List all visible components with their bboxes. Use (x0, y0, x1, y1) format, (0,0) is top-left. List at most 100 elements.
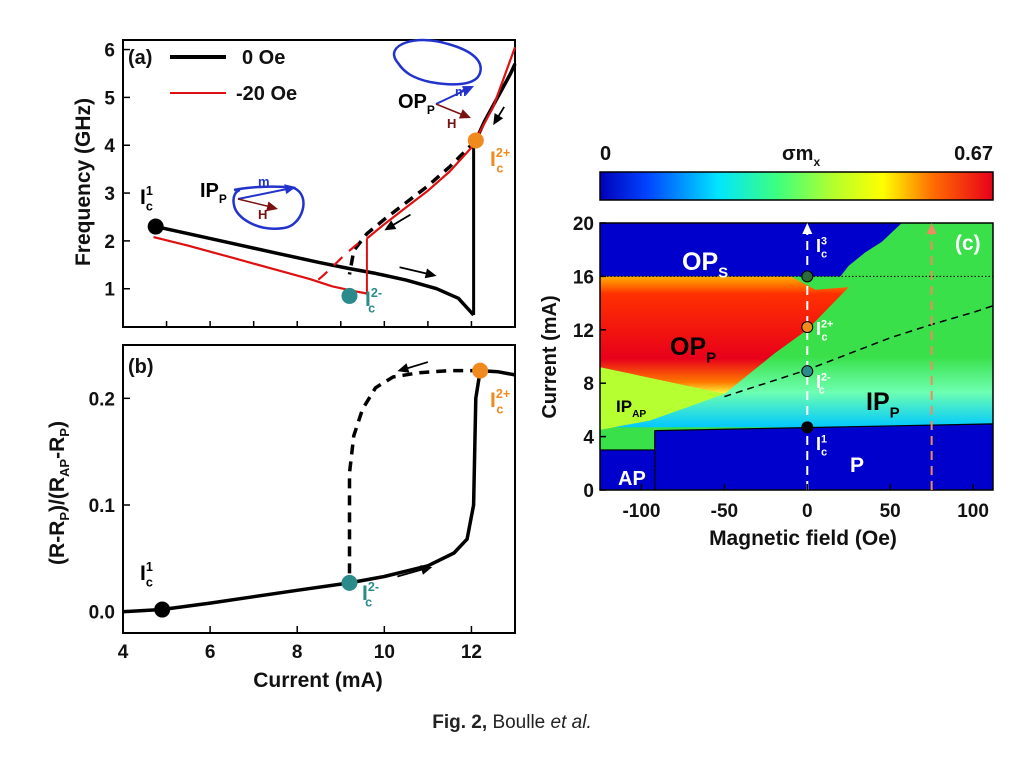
marker-label: I2+ c (490, 146, 510, 175)
direction-arrow-head (424, 268, 437, 279)
precession-orbit-icon (232, 185, 305, 230)
x-tick-label: 8 (292, 642, 303, 663)
x-tick-label: -100 (622, 501, 660, 522)
y-tick-label: 12 (573, 321, 594, 342)
colorbar-min-label: 0 (600, 143, 611, 165)
heatmap-op-p-region (600, 276, 849, 394)
series-line (366, 46, 517, 240)
field-arrow-head (266, 201, 278, 212)
inset-m-label: m (258, 174, 270, 189)
heatmap-ip-ap-region (600, 367, 725, 430)
critical-current-marker (341, 287, 358, 304)
y-tick-label: 8 (583, 374, 594, 395)
y-axis-label: (R-RP)/(RAP-RP) (46, 421, 72, 565)
y-tick-label: 5 (104, 88, 115, 109)
magnetization-vector-icon (237, 187, 293, 200)
critical-current-marker (467, 132, 484, 149)
panel-a-frequency-chart: 1 2 3 4 5 6 Frequency (GHz) 0 Oe -20 Oe (a) I1 c I2-… (72, 38, 517, 328)
marker-label: I1 c (816, 433, 827, 458)
y-axis-label: Current (mA) (539, 295, 561, 418)
caption-lead: Fig. 2, (432, 712, 488, 733)
x-tick-label: 0 (802, 501, 813, 522)
y-tick-label: 20 (573, 214, 594, 235)
marker-label: I2-c (362, 580, 379, 609)
y-tick-label: 0.0 (89, 603, 115, 624)
critical-current-marker (801, 365, 814, 378)
y-axis-label: Frequency (GHz) (72, 98, 95, 266)
critical-current-marker (147, 218, 164, 235)
series-line (155, 224, 475, 317)
panel-label: (c) (955, 232, 981, 255)
plot-frame (122, 39, 516, 328)
region-label-op-s: OPS (682, 248, 728, 282)
y-tick-label: 0 (583, 481, 594, 502)
marker-label: I2+ c (490, 387, 510, 416)
marker-label: I1 c (140, 184, 153, 213)
inset-h-label: H (258, 207, 267, 222)
series-line (122, 370, 482, 614)
direction-arrow-head (420, 565, 433, 575)
x-tick-label: 12 (461, 642, 482, 663)
marker-label: I3 c (816, 235, 827, 260)
colorbar-title: σmx (782, 143, 820, 169)
sweep-arrow-head (926, 223, 937, 234)
region-label-p: P (850, 454, 864, 477)
direction-arrow-head (493, 113, 504, 126)
heatmap-p-region (654, 423, 993, 490)
plot-frame (599, 222, 994, 491)
field-arrow-head (458, 109, 471, 119)
inset-m-label: m (455, 84, 467, 99)
critical-current-marker (472, 362, 489, 379)
marker-label: I2+ c (816, 318, 833, 343)
sweep-arrow-head (802, 223, 813, 234)
critical-current-marker (801, 270, 814, 283)
marker-label: I2-c (816, 371, 831, 396)
panel-c-phase-diagram: 0 0.67 σmx 0 4 8 12 16 20 -100 -50 0 50 100 Magnetic f… (539, 143, 994, 550)
direction-arrow-head (397, 363, 410, 373)
x-axis-label: Magnetic field (Oe) (709, 527, 897, 550)
x-tick-label: 50 (880, 501, 901, 522)
critical-current-marker (801, 321, 814, 334)
y-tick-label: 4 (104, 136, 115, 157)
inset-ip-label: IPP (200, 180, 227, 206)
caption-author: Boulle (492, 712, 546, 733)
direction-arrow-head (384, 220, 397, 231)
colorbar-max-label: 0.67 (954, 143, 993, 165)
precession-orbit-icon (392, 38, 482, 86)
x-tick-label: 10 (374, 642, 395, 663)
y-tick-label: 2 (104, 232, 115, 253)
series-line (347, 368, 481, 583)
legend-label: -20 Oe (236, 83, 297, 105)
heatmap-op-s-region (600, 223, 902, 277)
inset-h-label: H (447, 116, 456, 131)
panel-label: (a) (128, 47, 152, 69)
y-tick-label: 3 (104, 184, 115, 205)
region-label-ap: AP (618, 468, 646, 490)
heatmap-ap-region (600, 449, 655, 490)
x-axis-label: Current (mA) (253, 669, 383, 692)
y-tick-label: 0.1 (89, 496, 116, 517)
x-tick-label: -50 (711, 501, 738, 522)
critical-current-marker (801, 421, 814, 434)
legend-label: 0 Oe (242, 47, 285, 69)
y-tick-label: 1 (104, 280, 115, 301)
region-label-ip-ap: IPAP (616, 397, 646, 420)
figure-caption: Fig. 2, Boulle et al. (0, 712, 1024, 734)
marker-label: I1 c (140, 560, 153, 589)
series-line (347, 139, 478, 275)
x-tick-label: 6 (205, 642, 216, 663)
y-tick-label: 4 (583, 428, 594, 449)
caption-etal: et al. (550, 712, 592, 733)
plot-frame (122, 344, 516, 634)
critical-current-marker (154, 601, 171, 618)
magnetization-arrow-head (461, 86, 474, 96)
panel-b-resistance-chart: 0.0 0.1 0.2 4 6 8 10 12 Current (mA) (R-RP)/(RAP-… (46, 344, 516, 692)
magnetization-arrow-head (284, 184, 296, 195)
colorbar (599, 171, 994, 201)
critical-current-marker (341, 574, 358, 591)
region-label-ip-p: IPP (866, 388, 900, 422)
inset-op-label: OPP (398, 91, 435, 117)
y-tick-label: 0.2 (89, 389, 115, 410)
x-tick-label: 100 (957, 501, 989, 522)
y-tick-label: 16 (573, 267, 594, 288)
